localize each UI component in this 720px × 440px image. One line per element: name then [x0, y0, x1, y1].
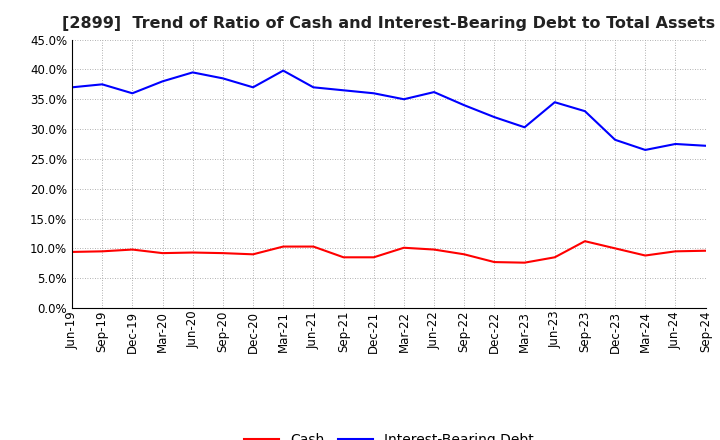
Interest-Bearing Debt [248, 84, 257, 90]
Interest-Bearing Debt [701, 143, 710, 148]
Cash [490, 260, 499, 265]
Line: Interest-Bearing Debt: Interest-Bearing Debt [72, 70, 706, 150]
Cash [189, 250, 197, 255]
Interest-Bearing Debt [611, 137, 619, 143]
Interest-Bearing Debt [219, 76, 228, 81]
Interest-Bearing Debt [490, 114, 499, 120]
Interest-Bearing Debt [430, 89, 438, 95]
Cash [521, 260, 529, 265]
Interest-Bearing Debt [521, 125, 529, 130]
Interest-Bearing Debt [550, 99, 559, 105]
Cash [641, 253, 649, 258]
Cash [98, 249, 107, 254]
Interest-Bearing Debt [339, 88, 348, 93]
Interest-Bearing Debt [98, 82, 107, 87]
Cash [219, 250, 228, 256]
Interest-Bearing Debt [671, 141, 680, 147]
Interest-Bearing Debt [641, 147, 649, 153]
Interest-Bearing Debt [279, 68, 287, 73]
Interest-Bearing Debt [68, 84, 76, 90]
Cash [369, 255, 378, 260]
Cash [68, 249, 76, 255]
Cash [580, 238, 589, 244]
Legend: Cash, Interest-Bearing Debt: Cash, Interest-Bearing Debt [238, 428, 539, 440]
Line: Cash: Cash [72, 241, 706, 263]
Cash [671, 249, 680, 254]
Interest-Bearing Debt [158, 79, 167, 84]
Cash [339, 255, 348, 260]
Interest-Bearing Debt [189, 70, 197, 75]
Title: [2899]  Trend of Ratio of Cash and Interest-Bearing Debt to Total Assets: [2899] Trend of Ratio of Cash and Intere… [62, 16, 716, 32]
Cash [611, 246, 619, 251]
Interest-Bearing Debt [369, 91, 378, 96]
Interest-Bearing Debt [309, 84, 318, 90]
Interest-Bearing Debt [460, 103, 469, 108]
Interest-Bearing Debt [400, 97, 408, 102]
Cash [460, 252, 469, 257]
Interest-Bearing Debt [128, 91, 137, 96]
Interest-Bearing Debt [580, 109, 589, 114]
Cash [248, 252, 257, 257]
Cash [128, 247, 137, 252]
Cash [701, 248, 710, 253]
Cash [400, 245, 408, 250]
Cash [279, 244, 287, 249]
Cash [550, 255, 559, 260]
Cash [158, 250, 167, 256]
Cash [430, 247, 438, 252]
Cash [309, 244, 318, 249]
